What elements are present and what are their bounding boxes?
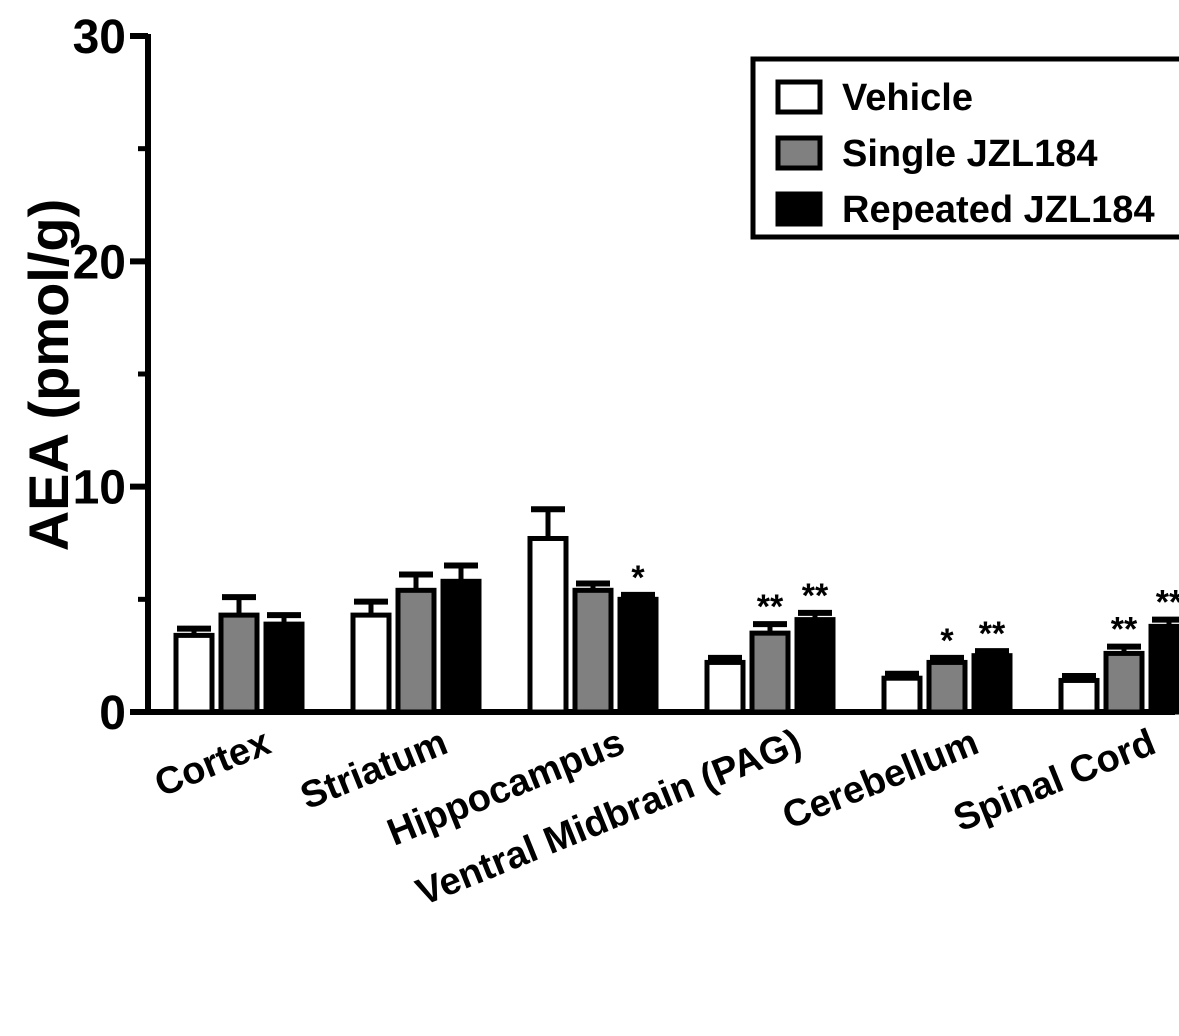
bar	[1103, 650, 1145, 715]
bar	[749, 630, 791, 715]
bar	[395, 587, 437, 715]
bar	[794, 617, 836, 715]
legend-label: Vehicle	[842, 77, 973, 119]
significance-label: *	[631, 559, 645, 597]
bar	[704, 659, 746, 715]
legend: Vehicle Single JZL184 Repeated JZL184	[750, 56, 1179, 240]
legend-swatch	[775, 191, 823, 227]
bar	[440, 578, 482, 715]
legend-swatch	[775, 79, 823, 115]
x-tick-label: Spinal Cord	[948, 721, 1161, 840]
significance-label: **	[1156, 584, 1179, 622]
bar	[527, 535, 569, 715]
significance-label: **	[1111, 611, 1138, 649]
bar	[617, 596, 659, 715]
bar	[173, 632, 215, 715]
bar	[971, 653, 1013, 715]
legend-box	[750, 56, 1179, 240]
significance-label: **	[757, 588, 784, 626]
significance-label: **	[979, 615, 1006, 653]
significance-label: **	[802, 577, 829, 615]
bar	[350, 612, 392, 715]
bar	[926, 659, 968, 715]
y-tick-label: 30	[73, 11, 126, 64]
bar	[881, 675, 923, 715]
y-tick-label: 20	[73, 236, 126, 289]
bar	[572, 587, 614, 715]
bar	[218, 612, 260, 715]
significance-label: *	[940, 622, 954, 660]
bar	[263, 621, 305, 715]
x-tick-label: Cortex	[149, 721, 276, 805]
y-tick-label: 10	[73, 462, 126, 515]
x-tick-label: Cerebellum	[777, 721, 985, 837]
legend-label: Repeated JZL184	[842, 189, 1155, 231]
legend-label: Single JZL184	[842, 133, 1098, 175]
bar	[1148, 623, 1179, 715]
y-tick-label: 0	[99, 687, 126, 740]
bar	[1058, 677, 1100, 715]
y-axis-label: AEA (pmol/g)	[17, 199, 80, 552]
legend-swatch	[775, 135, 823, 171]
